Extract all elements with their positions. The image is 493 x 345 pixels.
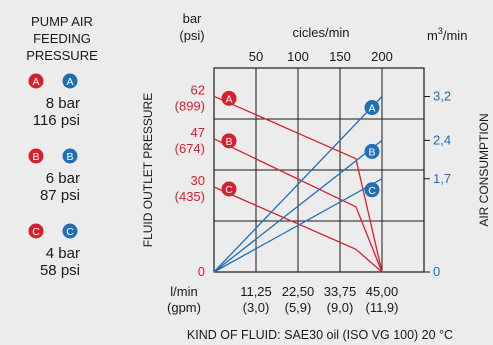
legend-psi-value: 87 psi	[40, 187, 80, 204]
air-consumption-line-b	[213, 139, 383, 273]
badge-circle	[28, 223, 44, 239]
left-tick-sublabel: (674)	[175, 141, 205, 156]
legend-fluid-badge: C	[28, 223, 44, 239]
legend-air-badge: C	[62, 223, 78, 239]
legend-psi-value: 58 psi	[40, 262, 80, 279]
fluid-pressure-line-b	[213, 138, 383, 273]
legend-fluid-badge: A	[28, 73, 44, 89]
right-tick-label: 0	[433, 264, 440, 279]
top-tick-label: 150	[329, 49, 351, 64]
left-axis-title: FLUID OUTLET PRESSURE	[141, 93, 155, 247]
right-unit-part: m	[427, 28, 438, 43]
legend-heading-line: FEEDING	[33, 31, 91, 46]
right-unit-superscript: 3	[438, 26, 443, 36]
legend-bar-value: 8 bar	[46, 95, 80, 112]
right-unit-label: m3/min	[427, 26, 467, 43]
legend-air-badge: B	[62, 148, 78, 164]
legend-bar-value: 6 bar	[46, 170, 80, 187]
badge-circle	[364, 100, 380, 116]
right-tick-label: 2,4	[433, 132, 451, 147]
badge-letter: B	[368, 147, 375, 159]
legend-bar-value: 4 bar	[46, 245, 80, 262]
fluid-badge-b: B	[221, 133, 237, 149]
left-tick-label: 0	[198, 264, 205, 279]
series-lines	[213, 95, 383, 273]
badge-circle	[364, 143, 380, 159]
badge-circle	[221, 133, 237, 149]
right-tick-label: 3,2	[433, 89, 451, 104]
bottom-tick-sublabel: (5,9)	[285, 300, 312, 315]
fluid-pressure-line-c	[213, 186, 383, 273]
top-tick-label: 50	[249, 49, 263, 64]
left-tick-label: 62	[191, 82, 205, 97]
air-badge-a: A	[364, 100, 380, 116]
right-axis-title: AIR CONSUMPTION	[477, 113, 491, 226]
bottom-tick-label: 33,75	[324, 284, 357, 299]
badge-letter: C	[225, 184, 233, 196]
badge-circle	[221, 181, 237, 197]
left-unit-label: bar	[183, 11, 202, 26]
plot-frame	[213, 67, 425, 273]
badge-circle	[62, 148, 78, 164]
badge-letter: A	[225, 94, 232, 106]
badge-circle	[28, 73, 44, 89]
left-tick-sublabel: (899)	[175, 98, 205, 113]
legend-heading-line: PUMP AIR	[31, 14, 93, 29]
top-tick-label: 200	[371, 49, 393, 64]
fluid-badge-a: A	[221, 90, 237, 106]
badge-letter: A	[66, 76, 73, 88]
badge-circle	[364, 182, 380, 198]
bottom-unit-label: l/min	[170, 284, 197, 299]
left-unit-sublabel: (psi)	[179, 28, 204, 43]
left-tick-sublabel: (435)	[175, 189, 205, 204]
bottom-tick-label: 11,25	[240, 284, 272, 299]
air-consumption-line-a	[213, 96, 383, 273]
top-tick-label: 100	[287, 49, 309, 64]
bottom-tick-label: 22,50	[282, 284, 315, 299]
badge-circle	[28, 148, 44, 164]
badge-letter: B	[225, 136, 232, 148]
badge-letter: A	[368, 103, 375, 115]
badge-circle	[62, 73, 78, 89]
legend-fluid-badge: B	[28, 148, 44, 164]
badge-letter: A	[32, 76, 39, 88]
badge-letter: B	[66, 151, 73, 163]
chart-grid	[213, 67, 425, 273]
legend-air-badge: A	[62, 73, 78, 89]
air-badge-c: C	[364, 182, 380, 198]
legend-psi-value: 116 psi	[33, 112, 80, 129]
footer-note: KIND OF FLUID: SAE30 oil (ISO VG 100) 20…	[187, 328, 453, 342]
bottom-tick-sublabel: (3,0)	[243, 300, 270, 315]
fluid-badge-c: C	[221, 181, 237, 197]
badge-letter: B	[32, 151, 39, 163]
left-tick-label: 47	[191, 125, 205, 140]
badge-letter: C	[32, 226, 40, 238]
right-tick-label: 1,7	[433, 171, 451, 186]
top-axis-label: cicles/min	[292, 25, 349, 40]
bottom-tick-sublabel: (9,0)	[327, 300, 354, 315]
legend-heading-line: PRESSURE	[26, 48, 98, 63]
badge-letter: C	[66, 226, 74, 238]
badge-circle	[221, 90, 237, 106]
air-badge-b: B	[364, 143, 380, 159]
badge-circle	[62, 223, 78, 239]
badge-letter: C	[368, 185, 376, 197]
left-tick-label: 30	[191, 173, 205, 188]
air-consumption-line-c	[213, 178, 383, 273]
right-unit-part: /min	[443, 28, 468, 43]
bottom-tick-sublabel: (11,9)	[366, 300, 399, 315]
bottom-tick-label: 45,00	[366, 284, 399, 299]
bottom-unit-sublabel: (gpm)	[167, 300, 201, 315]
fluid-pressure-line-a	[213, 95, 383, 273]
